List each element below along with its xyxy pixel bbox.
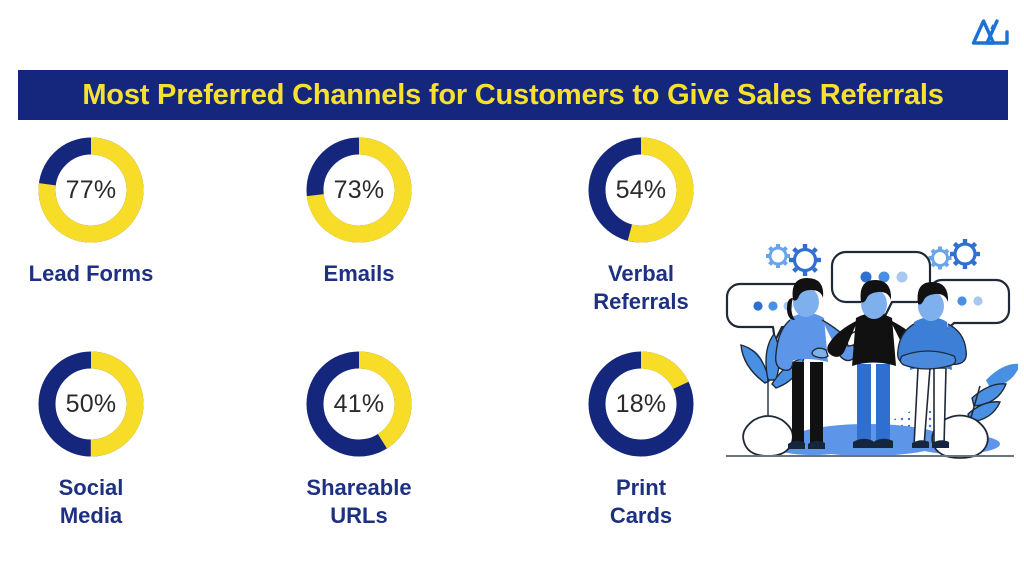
- donut-chart-social-media: 50%: [35, 348, 147, 460]
- gear-icon: [766, 244, 790, 268]
- potted-plant: [740, 332, 805, 457]
- donut-chart-print-cards: 18%: [585, 348, 697, 460]
- chart-cell-social-media: 50% Social Media: [0, 348, 211, 530]
- label-line: Cards: [609, 503, 673, 529]
- donut-chart-grid: 77% Lead Forms 73% Emails: [0, 130, 740, 570]
- label-line: Lead Forms: [28, 261, 154, 286]
- chart-label-emails: Emails: [239, 260, 479, 288]
- donut-value-verbal-referrals: 54%: [615, 175, 667, 204]
- chart-cell-print-cards: 18% Print Cards: [521, 348, 761, 530]
- page-title: Most Preferred Channels for Customers to…: [82, 78, 944, 111]
- chart-cell-emails: 73% Emails: [239, 134, 479, 288]
- donut-chart-shareable-urls: 41%: [303, 348, 415, 460]
- donut-chart-lead-forms: 77%: [35, 134, 147, 246]
- gear-icon: [928, 246, 952, 270]
- three-people-conversation-illustration: [718, 228, 1018, 478]
- donut-value-lead-forms: 77%: [65, 175, 117, 204]
- chart-cell-lead-forms: 77% Lead Forms: [0, 134, 211, 288]
- donut-value-social-media: 50%: [65, 389, 117, 418]
- chart-label-print-cards: Print Cards: [521, 474, 761, 530]
- chart-label-verbal-referrals: Verbal Referrals: [521, 260, 761, 316]
- gear-icon: [950, 239, 980, 269]
- gear-icon: [789, 244, 821, 276]
- chart-cell-verbal-referrals: 54% Verbal Referrals: [521, 134, 761, 316]
- donut-value-print-cards: 18%: [615, 389, 667, 418]
- chart-label-shareable-urls: Shareable URLs: [239, 474, 479, 530]
- label-line: Media: [59, 503, 123, 529]
- label-line: Referrals: [593, 289, 689, 315]
- label-line: Social: [58, 475, 124, 500]
- label-line: Verbal: [607, 261, 675, 286]
- mountain-logo-icon: [970, 10, 1014, 54]
- label-line: Emails: [323, 261, 395, 286]
- donut-chart-verbal-referrals: 54%: [585, 134, 697, 246]
- donut-value-shareable-urls: 41%: [333, 389, 385, 418]
- page-title-banner: Most Preferred Channels for Customers to…: [18, 70, 1008, 120]
- donut-chart-emails: 73%: [303, 134, 415, 246]
- label-line: Print: [615, 475, 667, 500]
- donut-value-emails: 73%: [333, 175, 385, 204]
- label-line: Shareable: [306, 475, 412, 500]
- chart-label-social-media: Social Media: [0, 474, 211, 530]
- person: [897, 282, 967, 448]
- chart-cell-shareable-urls: 41% Shareable URLs: [239, 348, 479, 530]
- chart-label-lead-forms: Lead Forms: [0, 260, 211, 288]
- label-line: URLs: [330, 503, 388, 529]
